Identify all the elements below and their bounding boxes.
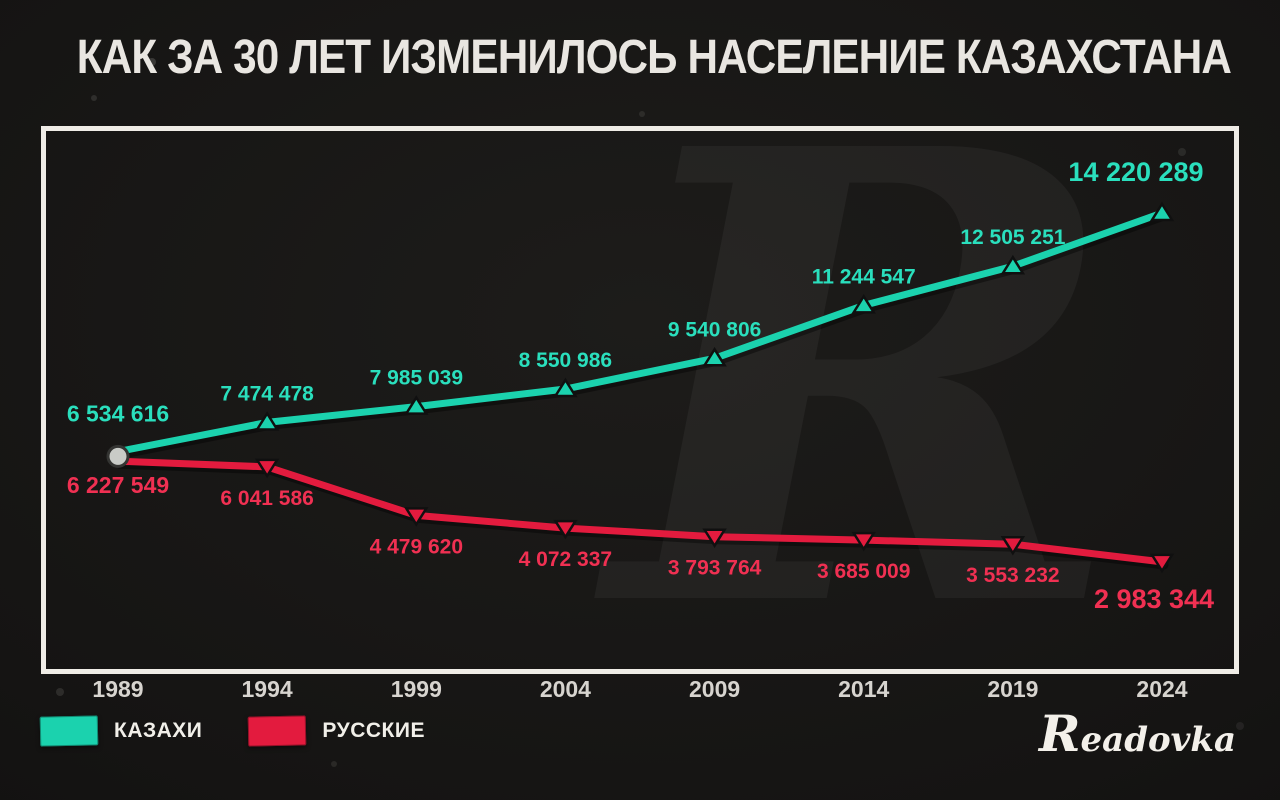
x-tick-1999: 1999 [391,676,442,702]
chart-frame: R [41,126,1239,674]
x-tick-2004: 2004 [540,676,591,702]
readovka-logo: Readovka [1038,704,1236,763]
x-tick-2009: 2009 [689,676,740,702]
legend: КАЗАХИ РУССКИЕ [39,715,425,747]
legend-item-russians: РУССКИЕ [248,715,425,747]
x-tick-1989: 1989 [92,676,143,702]
kazakhs-swatch [39,715,99,747]
legend-label-russians: РУССКИЕ [322,719,425,742]
watermark-r-logo: R [608,126,1124,674]
russians-swatch [248,715,307,747]
chart-title: КАК ЗА 30 ЛЕТ ИЗМЕНИЛОСЬ НАСЕЛЕНИЕ КАЗАХ… [76,31,1232,84]
x-tick-2024: 2024 [1136,676,1187,702]
x-tick-1994: 1994 [242,676,293,702]
legend-label-kazakhs: КАЗАХИ [114,719,203,742]
legend-item-kazakhs: КАЗАХИ [39,715,203,747]
x-tick-2014: 2014 [838,676,889,702]
x-tick-2019: 2019 [987,676,1038,702]
